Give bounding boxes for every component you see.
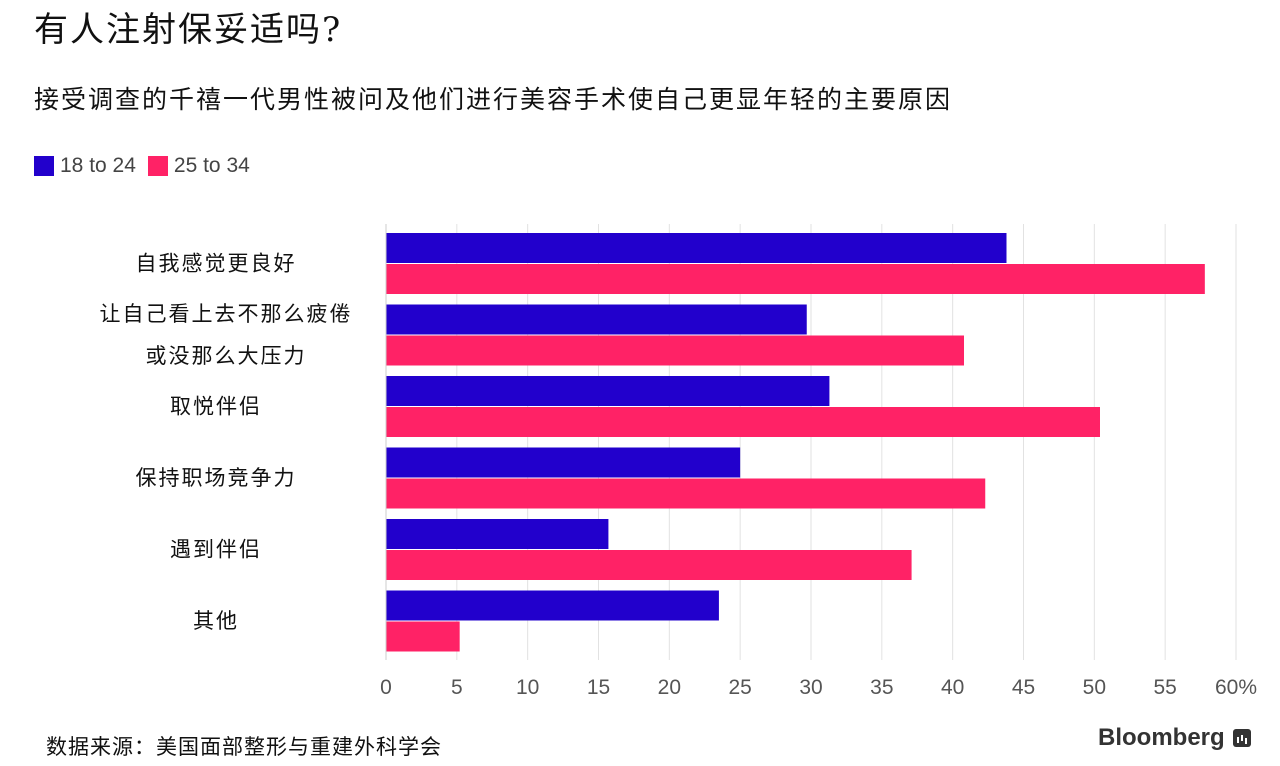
x-tick-label: 35 — [870, 676, 893, 699]
category-label: 取悦伴侣 — [170, 395, 262, 419]
bar-18-24 — [386, 590, 719, 621]
x-tick-label: 45 — [1012, 676, 1035, 699]
source-note: 数据来源：美国面部整形与重建外科学会 — [46, 735, 442, 759]
category-label: 其他 — [193, 609, 239, 633]
category-label: 遇到伴侣 — [170, 538, 262, 562]
category-label: 自我感觉更良好 — [136, 252, 297, 276]
x-tick-label: 15 — [587, 676, 610, 699]
x-tick-label: 30 — [799, 676, 822, 699]
bar-25-34 — [386, 335, 964, 366]
chart-title: 接受调查的千禧一代男性被问及他们进行美容手术使自己更显年轻的主要原因 — [34, 85, 953, 114]
legend-swatch-18-24 — [34, 156, 54, 176]
bar-25-34 — [386, 407, 1100, 437]
brand-name: Bloomberg — [1098, 724, 1225, 751]
bar-18-24 — [386, 447, 741, 478]
category-label: 让自己看上去不那么疲倦 — [100, 302, 353, 326]
legend-label-18-24: 18 to 24 — [60, 154, 136, 177]
bar-18-24 — [386, 519, 609, 549]
bar-25-34 — [386, 550, 912, 580]
x-tick-label: 10 — [516, 676, 539, 699]
x-tick-label: 60% — [1215, 676, 1257, 699]
legend-item-25-34: 25 to 34 — [147, 154, 250, 178]
category-label: 保持职场竞争力 — [136, 466, 297, 490]
bloomberg-chart-icon — [1232, 729, 1251, 747]
category-label: 或没那么大压力 — [146, 344, 307, 368]
x-tick-label: 50 — [1083, 676, 1106, 699]
legend: 18 to 24 25 to 34 — [34, 154, 262, 178]
legend-swatch-25-34 — [147, 156, 168, 176]
x-tick-label: 20 — [658, 676, 681, 699]
legend-item-18-24: 18 to 24 — [34, 154, 136, 178]
x-tick-label: 55 — [1153, 676, 1176, 699]
x-tick-label: 0 — [380, 676, 392, 699]
headline: 有人注射保妥适吗? — [34, 10, 343, 50]
bar-25-34 — [386, 478, 986, 509]
legend-label-25-34: 25 to 34 — [173, 154, 250, 177]
x-tick-label: 5 — [451, 676, 463, 699]
bar-25-34 — [386, 264, 1205, 294]
bar-25-34 — [386, 621, 460, 652]
bar-18-24 — [386, 376, 830, 406]
x-tick-label: 25 — [728, 676, 751, 699]
bar-18-24 — [386, 233, 1007, 263]
x-tick-label: 40 — [941, 676, 964, 699]
brand-logo: Bloomberg — [1098, 724, 1251, 752]
bar-18-24 — [386, 304, 807, 335]
